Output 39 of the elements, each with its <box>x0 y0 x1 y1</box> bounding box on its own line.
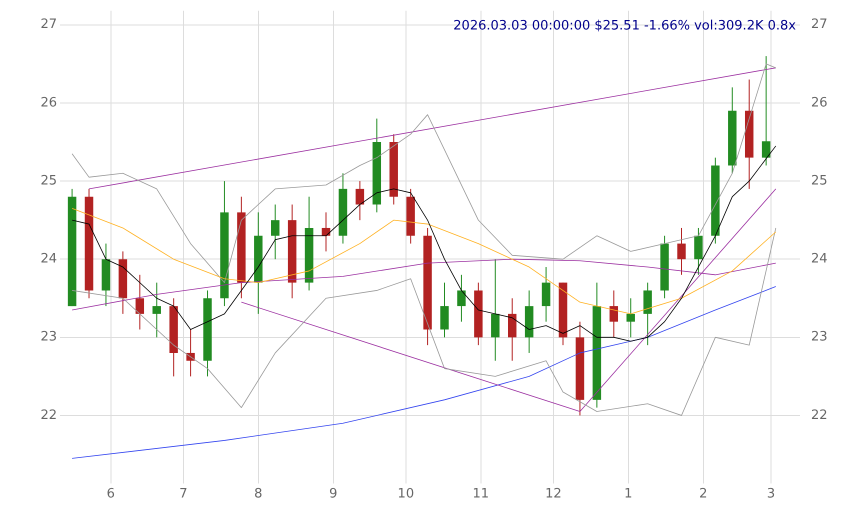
candlestick <box>643 282 652 346</box>
candlestick <box>762 56 770 166</box>
y2-tick-label: 23 <box>811 330 828 345</box>
x-tick-label: 8 <box>254 486 262 502</box>
candlestick <box>136 274 144 330</box>
y2-tick-label: 26 <box>811 95 828 110</box>
candlestick <box>610 290 618 338</box>
y2-tick-label: 22 <box>811 408 828 423</box>
y-tick-label: 22 <box>40 408 57 423</box>
candlestick <box>626 298 635 338</box>
candlestick <box>508 298 516 362</box>
y-tick-label: 23 <box>40 330 57 345</box>
x-tick-label: 10 <box>398 486 414 502</box>
y2-tick-label: 25 <box>811 173 828 188</box>
x-tick-label: 3 <box>766 486 776 502</box>
candlestick <box>152 282 161 338</box>
candlestick <box>440 282 449 338</box>
y2-tick-label: 27 <box>811 17 828 32</box>
y-tick-label: 25 <box>40 173 57 188</box>
candlestick <box>186 329 195 377</box>
candlestick <box>542 266 550 322</box>
x-tick-label: 2 <box>699 486 708 502</box>
y-tick-label: 27 <box>40 17 57 32</box>
y2-tick-label: 24 <box>811 252 828 267</box>
candlestick <box>491 258 500 362</box>
y-tick-label: 26 <box>40 95 57 110</box>
candlestick <box>694 227 703 276</box>
candlestick <box>677 227 686 276</box>
candlestick <box>356 180 364 221</box>
y-tick-label: 24 <box>40 252 57 267</box>
candlestick <box>270 204 280 260</box>
x-tick-label: 7 <box>179 486 188 502</box>
x-tick-label: 6 <box>106 486 115 502</box>
x-tick-label: 12 <box>545 486 562 502</box>
x-tick-label: 9 <box>329 486 338 502</box>
candlestick <box>457 274 466 322</box>
x-tick-label: 1 <box>624 486 632 502</box>
text: 2026.03.03 00:00:00 $25.51 -1.66% vol:309.2K 0.8x <box>453 18 796 34</box>
x-tick-label: 11 <box>472 486 490 502</box>
